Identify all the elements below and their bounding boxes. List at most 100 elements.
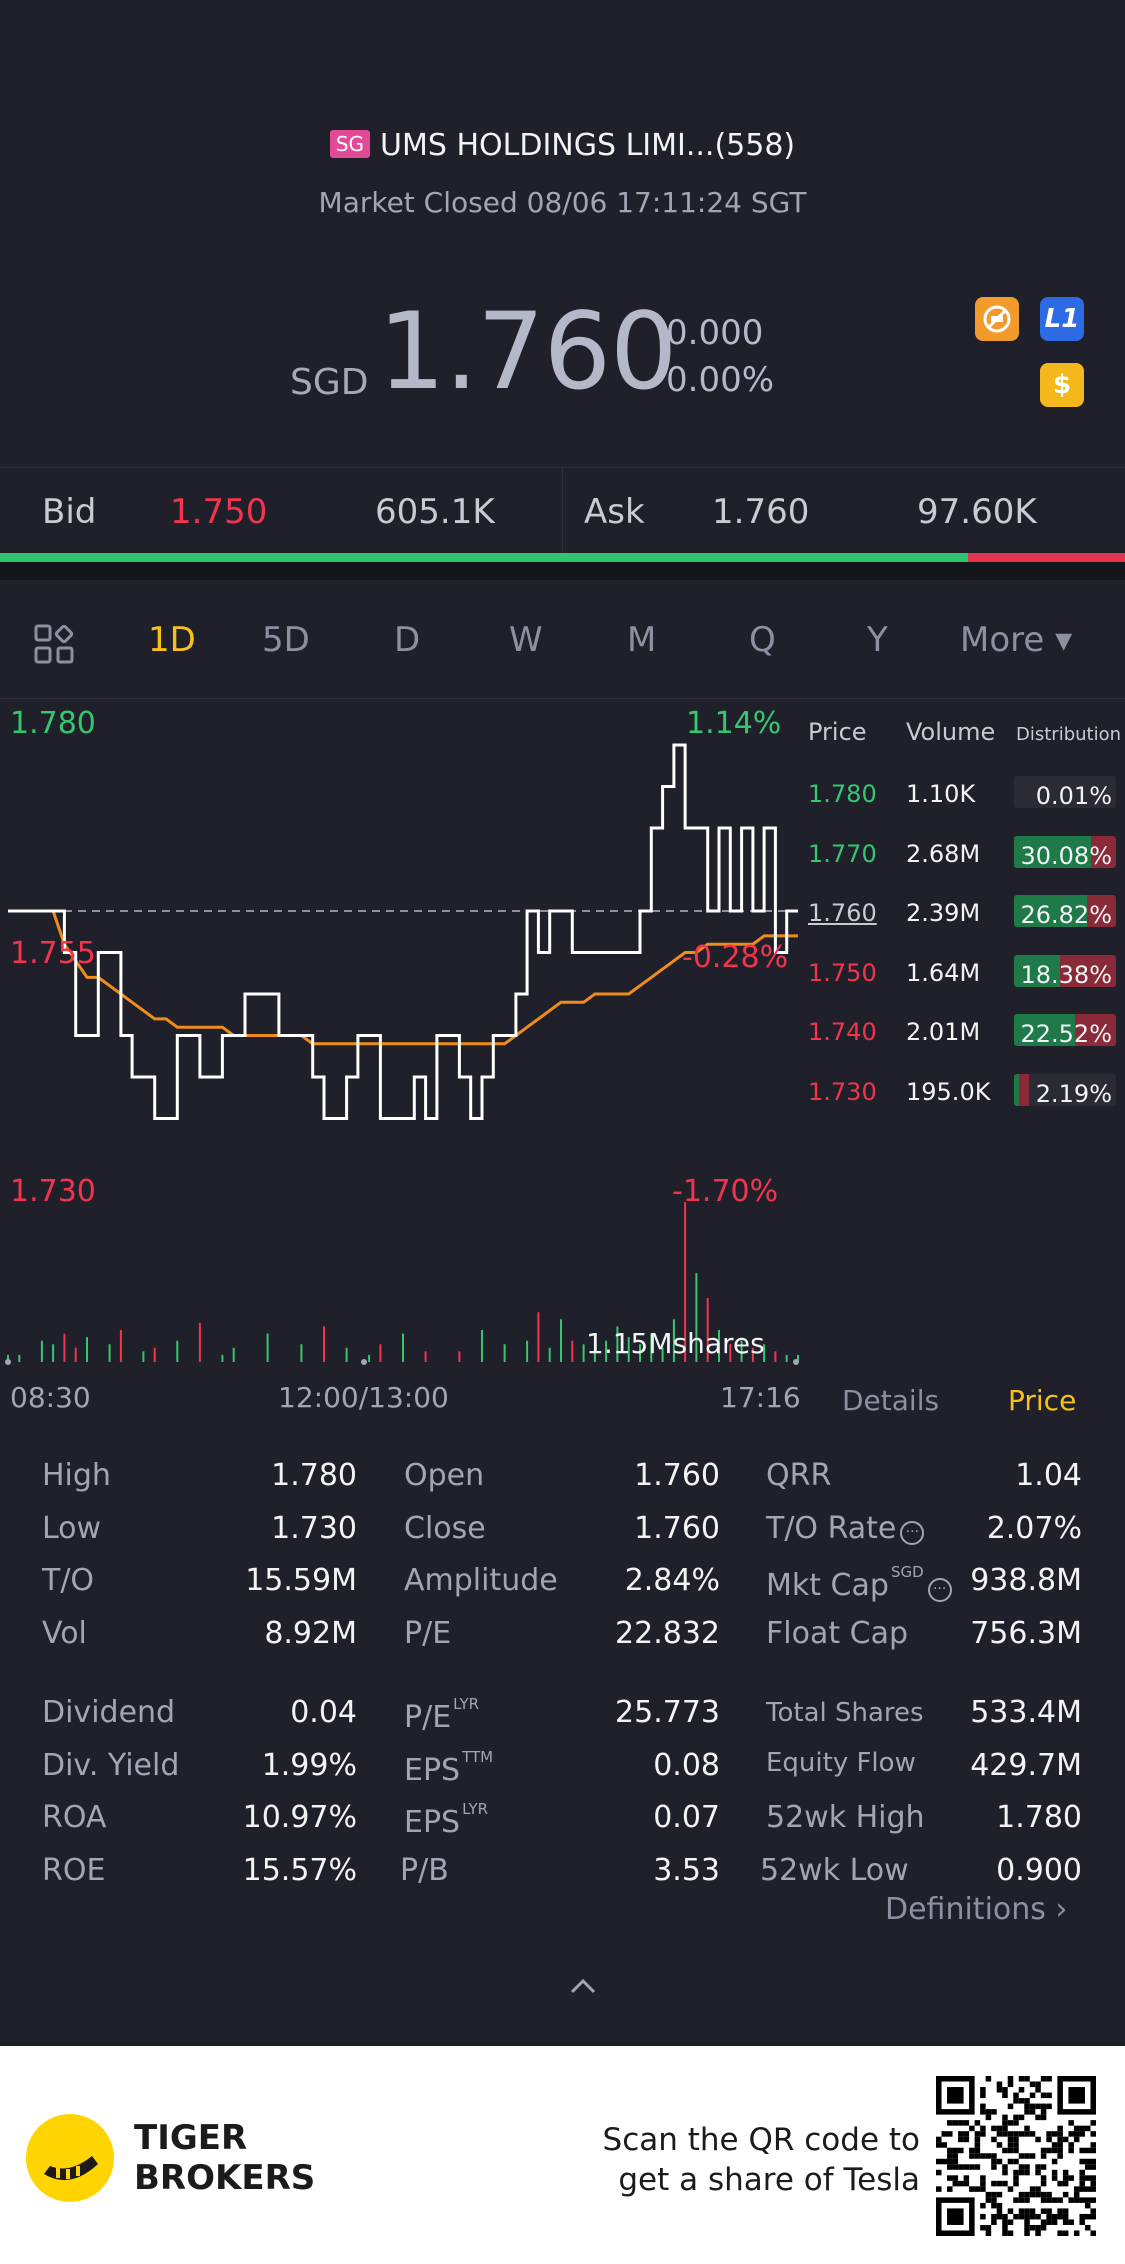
stat-label-text: Close (404, 1511, 486, 1546)
tab-more[interactable]: More ▾ (960, 620, 1073, 660)
stat-sup: TTM (462, 1748, 494, 1766)
chevron-up-icon[interactable] (568, 1976, 598, 1996)
stat-value: 533.4M (970, 1695, 1082, 1730)
volume-bar (797, 1354, 799, 1362)
stat-value: 429.7M (970, 1748, 1082, 1783)
dist-bar-buy (1014, 895, 1088, 927)
stat-label: High (42, 1458, 111, 1493)
promo-line2: get a share of Tesla (618, 2162, 920, 2198)
dist-row: 1.750 1.64M 18.38% (808, 953, 1125, 993)
stat-label: QRR (766, 1458, 831, 1493)
stat-value: 0.900 (996, 1853, 1082, 1888)
stat-value: 938.8M (970, 1563, 1082, 1598)
stat-label-text: ROE (42, 1853, 106, 1888)
info-icon[interactable]: ··· (900, 1521, 925, 1545)
dist-bar-buy (1014, 1014, 1076, 1046)
stat-value: 1.04 (1015, 1458, 1082, 1493)
volume-bar (266, 1333, 269, 1362)
volume-bar (751, 1347, 754, 1362)
volume-bar (672, 1319, 675, 1362)
grid-icon[interactable] (34, 624, 74, 664)
bid-price: 1.750 (170, 492, 268, 532)
stat-label: Amplitude (404, 1563, 558, 1598)
volume-bar (560, 1319, 562, 1362)
qr-code[interactable] (936, 2076, 1096, 2236)
promo-line1: Scan the QR code to (602, 2122, 920, 2158)
stat-label: 52wk High (766, 1800, 925, 1835)
volume-bar (86, 1337, 88, 1362)
dollar-badge[interactable]: $ (1040, 363, 1084, 407)
volume-bar (548, 1347, 551, 1362)
tab-y[interactable]: Y (867, 620, 888, 660)
stat-label: Close (404, 1511, 486, 1546)
volume-bar (142, 1351, 145, 1362)
stat-label: Low (42, 1511, 101, 1546)
stat-label: 52wk Low (760, 1853, 909, 1888)
dist-bar-sell (1019, 1073, 1030, 1106)
stat-label[interactable]: Mkt Cap SGD··· (766, 1563, 952, 1603)
dist-volume: 2.01M (906, 1018, 981, 1046)
dist-row: 1.780 1.10K 0.01% (808, 774, 1125, 814)
bid-ask-ratio-bar (0, 553, 1125, 562)
tab-w[interactable]: W (509, 620, 543, 660)
stat-label-text: Equity Flow (766, 1748, 916, 1778)
dist-bar: 26.82% (1014, 895, 1116, 927)
volume-bar (503, 1344, 506, 1362)
no-short-icon[interactable] (975, 297, 1019, 341)
stat-label-text: Div. Yield (42, 1748, 180, 1783)
tab-q[interactable]: Q (749, 620, 776, 660)
tab-details[interactable]: Details (842, 1384, 940, 1417)
dist-pct: 22.52% (1020, 1020, 1112, 1046)
dist-pct: 30.08% (1020, 841, 1112, 868)
stat-label-text: EPS (404, 1805, 461, 1840)
stat-label-text: P/E (404, 1616, 452, 1651)
y-mid-label: 1.755 (10, 936, 96, 971)
volume-bar (119, 1330, 122, 1362)
y-high-pct: 1.14% (686, 706, 782, 741)
brand-name: TIGER BROKERS (134, 2118, 315, 2198)
stat-value: 1.760 (634, 1458, 720, 1493)
stat-label-text: T/O Rate (766, 1511, 897, 1546)
bid-ask-bar[interactable]: Bid 1.750 605.1K Ask 1.760 97.60K (0, 467, 1125, 556)
stat-value: 15.59M (245, 1563, 357, 1598)
dist-bar: 0.01% (1014, 776, 1116, 808)
tab-5d[interactable]: 5D (262, 620, 310, 660)
y-low-pct: -1.70% (672, 1174, 779, 1209)
tab-1d[interactable]: 1D (148, 620, 196, 660)
stat-label: Float Cap (766, 1616, 908, 1651)
volume-bar (232, 1347, 235, 1362)
dist-bar-sell (1087, 895, 1116, 927)
stat-label-text: ROA (42, 1800, 107, 1835)
info-icon[interactable]: ··· (927, 1578, 952, 1602)
dist-volume: 195.0K (906, 1077, 991, 1106)
stat-label-text: EPS (404, 1753, 461, 1788)
definitions-link[interactable]: Definitions › (885, 1892, 1068, 1927)
volume-bar (706, 1298, 709, 1362)
intraday-chart[interactable] (0, 700, 800, 1370)
tab-price[interactable]: Price (1008, 1384, 1077, 1417)
time-mid: 12:00/13:00 (278, 1381, 449, 1414)
period-selector: 1D 5D D W M Q Y More ▾ (0, 600, 1125, 680)
level1-badge[interactable]: L1 (1040, 297, 1084, 341)
brand-line1: TIGER (134, 2118, 248, 2158)
tab-m[interactable]: M (627, 620, 657, 660)
tiger-logo (26, 2114, 114, 2202)
dist-bar-buy (1014, 1073, 1020, 1106)
time-marker (5, 1359, 11, 1365)
stat-label-text: Dividend (42, 1695, 176, 1730)
tab-d[interactable]: D (394, 620, 421, 660)
y-mid-pct: -0.28% (682, 940, 789, 975)
stat-label-text: T/O (42, 1563, 95, 1598)
volume-bar (661, 1347, 664, 1362)
time-marker (361, 1359, 367, 1365)
brand-line2: BROKERS (134, 2158, 316, 2198)
volume-bar (593, 1333, 596, 1362)
stat-label-text: Mkt Cap (766, 1568, 889, 1603)
stat-label-text: Total Shares (766, 1698, 924, 1728)
stock-title: SG UMS HOLDINGS LIMI...(558) (0, 128, 1125, 163)
currency: SGD (290, 362, 369, 403)
dist-price: 1.780 (808, 780, 877, 808)
dist-header-distribution: Distribution (1016, 724, 1122, 745)
stat-label[interactable]: T/O Rate ··· (766, 1511, 925, 1546)
stat-label-text: QRR (766, 1458, 832, 1493)
